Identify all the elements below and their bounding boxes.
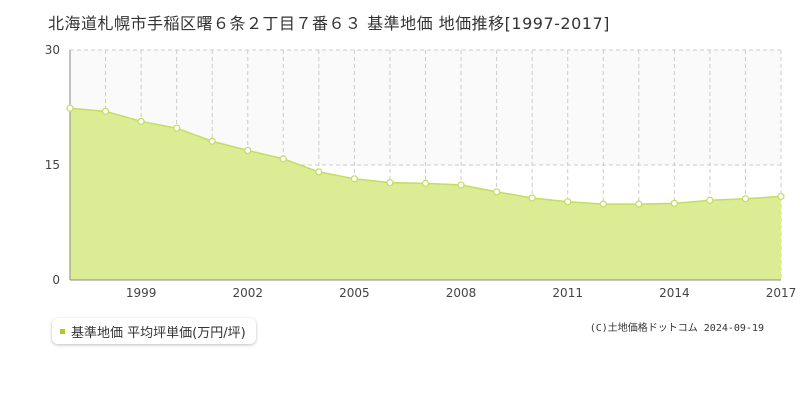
data-point: [421, 179, 430, 187]
y-tick-label: 0: [52, 273, 60, 287]
x-tick-label: 2011: [552, 286, 583, 300]
y-tick-label: 30: [45, 43, 60, 57]
data-point: [173, 124, 181, 132]
copyright-credit: (C)土地価格ドットコム 2024-09-19: [589, 323, 764, 334]
x-tick-label: 2017: [766, 286, 797, 300]
data-point: [493, 188, 501, 196]
legend-label: 基準地価 平均坪単価(万円/坪): [71, 325, 246, 341]
data-point: [599, 200, 607, 208]
x-tick-label: 2005: [339, 286, 370, 300]
x-tick-label: 1999: [126, 286, 157, 300]
data-point: [528, 194, 536, 202]
data-point: [386, 179, 394, 187]
data-point: [315, 168, 323, 176]
data-point: [777, 192, 785, 201]
legend-swatch: [60, 328, 65, 334]
data-point: [706, 196, 714, 204]
x-tick-label: 2008: [446, 286, 477, 300]
data-point: [635, 200, 643, 208]
data-point: [279, 155, 287, 163]
data-point: [208, 137, 216, 145]
data-point: [350, 175, 358, 183]
data-point: [101, 107, 110, 115]
data-point: [670, 199, 678, 207]
data-point: [244, 146, 252, 155]
chart-title: 北海道札幌市手稲区曙６条２丁目７番６３ 基準地価 地価推移[1997-2017]: [48, 14, 610, 33]
x-tick-label: 2002: [232, 286, 263, 300]
data-point: [137, 117, 145, 125]
y-tick-label: 15: [45, 158, 60, 172]
x-tick-label: 2014: [659, 286, 690, 300]
data-point: [741, 195, 750, 203]
data-point: [66, 104, 74, 112]
data-point: [457, 181, 465, 189]
data-point: [564, 198, 572, 206]
chart-legend: 基準地価 平均坪単価(万円/坪): [52, 318, 256, 344]
